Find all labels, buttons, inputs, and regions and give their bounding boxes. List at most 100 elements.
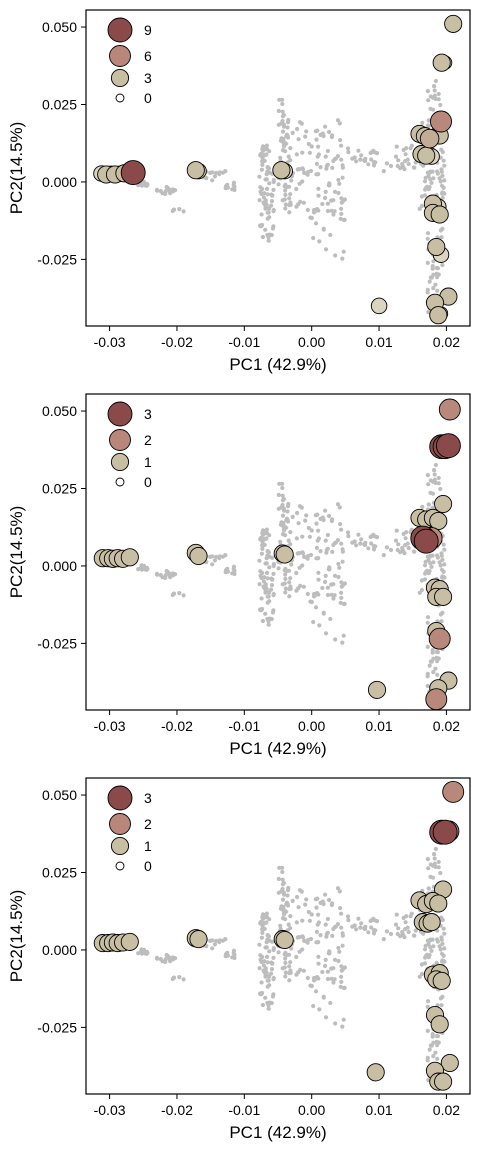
- background-point: [439, 235, 444, 240]
- y-tick-label: -0.025: [37, 251, 77, 267]
- data-point: [435, 433, 461, 459]
- background-point: [309, 912, 314, 917]
- x-tick-label: 0.02: [433, 1102, 460, 1118]
- background-point: [263, 561, 268, 566]
- background-point: [339, 143, 344, 148]
- y-axis-title: PC2(14.5%): [7, 122, 26, 215]
- background-point: [431, 852, 437, 857]
- background-point: [261, 195, 266, 200]
- background-point: [288, 960, 293, 965]
- data-points: [93, 780, 465, 1091]
- background-point: [441, 569, 446, 574]
- background-point: [280, 865, 285, 870]
- background-point: [438, 102, 443, 108]
- legend-label: 0: [144, 474, 152, 490]
- background-point: [318, 933, 323, 938]
- legend-key: [110, 68, 130, 88]
- background-point: [258, 573, 263, 578]
- background-point: [208, 554, 213, 560]
- x-tick-label: 0.01: [365, 1102, 392, 1118]
- background-point: [403, 152, 408, 157]
- background-point: [283, 576, 288, 582]
- background-point: [440, 173, 445, 178]
- background-point: [288, 542, 293, 547]
- data-point: [120, 160, 146, 186]
- background-point: [217, 554, 222, 559]
- background-point: [426, 502, 431, 507]
- background-point: [294, 536, 299, 541]
- background-point: [336, 561, 341, 567]
- data-point: [272, 161, 291, 180]
- background-point: [287, 196, 292, 201]
- background-point: [313, 221, 319, 226]
- background-point: [428, 94, 433, 99]
- legend-label: 3: [144, 406, 152, 422]
- background-point: [271, 187, 276, 192]
- background-point: [257, 942, 262, 947]
- background-point: [321, 994, 326, 999]
- data-point: [429, 894, 448, 913]
- background-point: [283, 974, 288, 979]
- background-point: [302, 938, 307, 944]
- background-point: [280, 522, 286, 527]
- background-point: [163, 189, 168, 194]
- background-point: [257, 558, 262, 563]
- background-point: [442, 562, 447, 567]
- background-point: [339, 211, 344, 216]
- background-point: [328, 1000, 333, 1006]
- background-point: [423, 943, 428, 948]
- background-point: [314, 137, 319, 142]
- background-point: [413, 928, 418, 933]
- background-point: [288, 926, 293, 931]
- background-point: [339, 595, 344, 601]
- background-point: [316, 152, 321, 157]
- background-point: [440, 226, 445, 231]
- background-point: [287, 594, 292, 599]
- background-point: [320, 969, 325, 975]
- data-point: [438, 398, 461, 421]
- background-point: [280, 966, 285, 971]
- background-point: [277, 97, 282, 102]
- background-point: [341, 633, 346, 638]
- background-point: [295, 894, 300, 900]
- background-point: [427, 279, 432, 284]
- background-point: [318, 549, 323, 554]
- background-point: [426, 310, 431, 315]
- background-point: [323, 892, 328, 897]
- background-point: [340, 547, 345, 552]
- background-point: [340, 175, 345, 180]
- background-point: [167, 574, 172, 579]
- background-point: [381, 553, 386, 558]
- background-point: [297, 565, 302, 570]
- background-point: [427, 1047, 432, 1052]
- background-point: [259, 167, 264, 172]
- background-point: [154, 187, 160, 192]
- background-point: [439, 935, 444, 940]
- background-point: [284, 909, 289, 914]
- background-point: [259, 551, 264, 556]
- chart-panel-2: -0.03 -0.02 -0.01 0.00 0.01 0.02 PC1 (42.9%) 0.…: [7, 393, 471, 758]
- background-point: [286, 117, 291, 123]
- background-point: [177, 207, 182, 212]
- background-point: [271, 608, 276, 613]
- background-point: [436, 1040, 441, 1045]
- background-point: [440, 262, 445, 268]
- y-axis: 0.050 0.025 0.000 -0.025 PC2(14.5%): [7, 403, 86, 651]
- background-point: [170, 592, 175, 598]
- background-point: [359, 537, 364, 542]
- background-point: [327, 951, 332, 956]
- background-point: [295, 510, 300, 516]
- background-point: [422, 961, 428, 966]
- background-point: [325, 532, 330, 538]
- background-point: [330, 133, 335, 138]
- background-point: [427, 938, 432, 943]
- background-point: [352, 155, 357, 160]
- data-point: [422, 913, 441, 932]
- y-tick-label: 0.000: [42, 942, 77, 958]
- background-point: [406, 161, 411, 167]
- background-point: [305, 940, 310, 945]
- background-point: [263, 611, 268, 616]
- x-axis: -0.03 -0.02 -0.01 0.00 0.01 0.02 PC1 (42.9%): [94, 710, 460, 758]
- y-tick-label: 0.025: [42, 480, 77, 496]
- background-point: [433, 666, 438, 671]
